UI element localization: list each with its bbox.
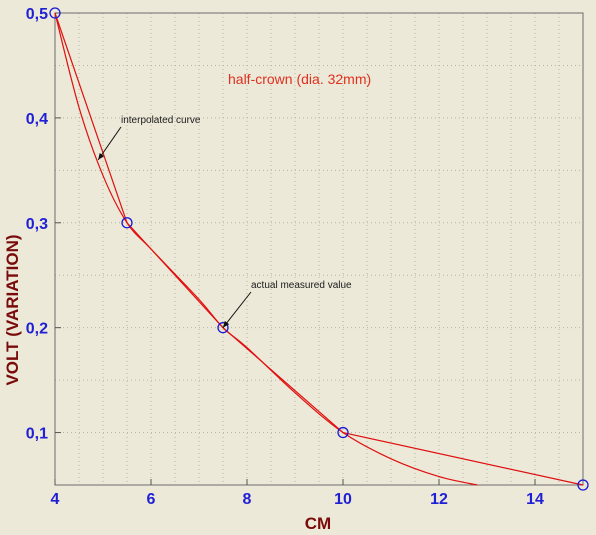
x-tick-label: 10	[334, 491, 352, 508]
x-axis-ticks: 4 6 8 10 12 14	[51, 479, 544, 508]
x-tick-label: 8	[243, 491, 252, 508]
x-tick-label: 14	[526, 491, 544, 508]
annotation-label: interpolated curve	[121, 115, 201, 126]
data-point-marker	[577, 479, 589, 491]
markers	[49, 7, 589, 491]
plot-frame	[54, 12, 584, 486]
y-tick-label: 0,3	[26, 216, 48, 233]
y-tick-label: 0,5	[26, 6, 48, 23]
data-point-marker	[121, 217, 133, 229]
data-point-marker	[217, 322, 229, 334]
y-axis-ticks: 0,1 0,2 0,3 0,4 0,5	[26, 6, 61, 443]
y-tick-label: 0,2	[26, 321, 48, 338]
interpolated-series-line	[54, 12, 478, 486]
annotation-pointer	[222, 291, 252, 328]
grid	[55, 12, 583, 485]
x-tick-label: 4	[51, 491, 60, 508]
chart-title: half-crown (dia. 32mm)	[228, 71, 371, 87]
x-tick-label: 12	[430, 491, 448, 508]
x-tick-label: 6	[147, 491, 156, 508]
y-tick-label: 0,4	[26, 111, 48, 128]
annotation-arrowhead	[98, 152, 105, 160]
annotation-pointer	[97, 126, 122, 161]
x-axis-title: CM	[305, 514, 331, 533]
data-point-marker	[49, 7, 61, 19]
data-point-marker	[337, 426, 349, 439]
annotations: interpolated curve actual measured value	[97, 115, 352, 328]
annotation-arrowhead	[223, 320, 230, 328]
y-axis-title: VOLT (VARIATION)	[3, 234, 22, 385]
annotation-label: actual measured value	[251, 280, 352, 291]
y-tick-label: 0,1	[26, 426, 48, 443]
